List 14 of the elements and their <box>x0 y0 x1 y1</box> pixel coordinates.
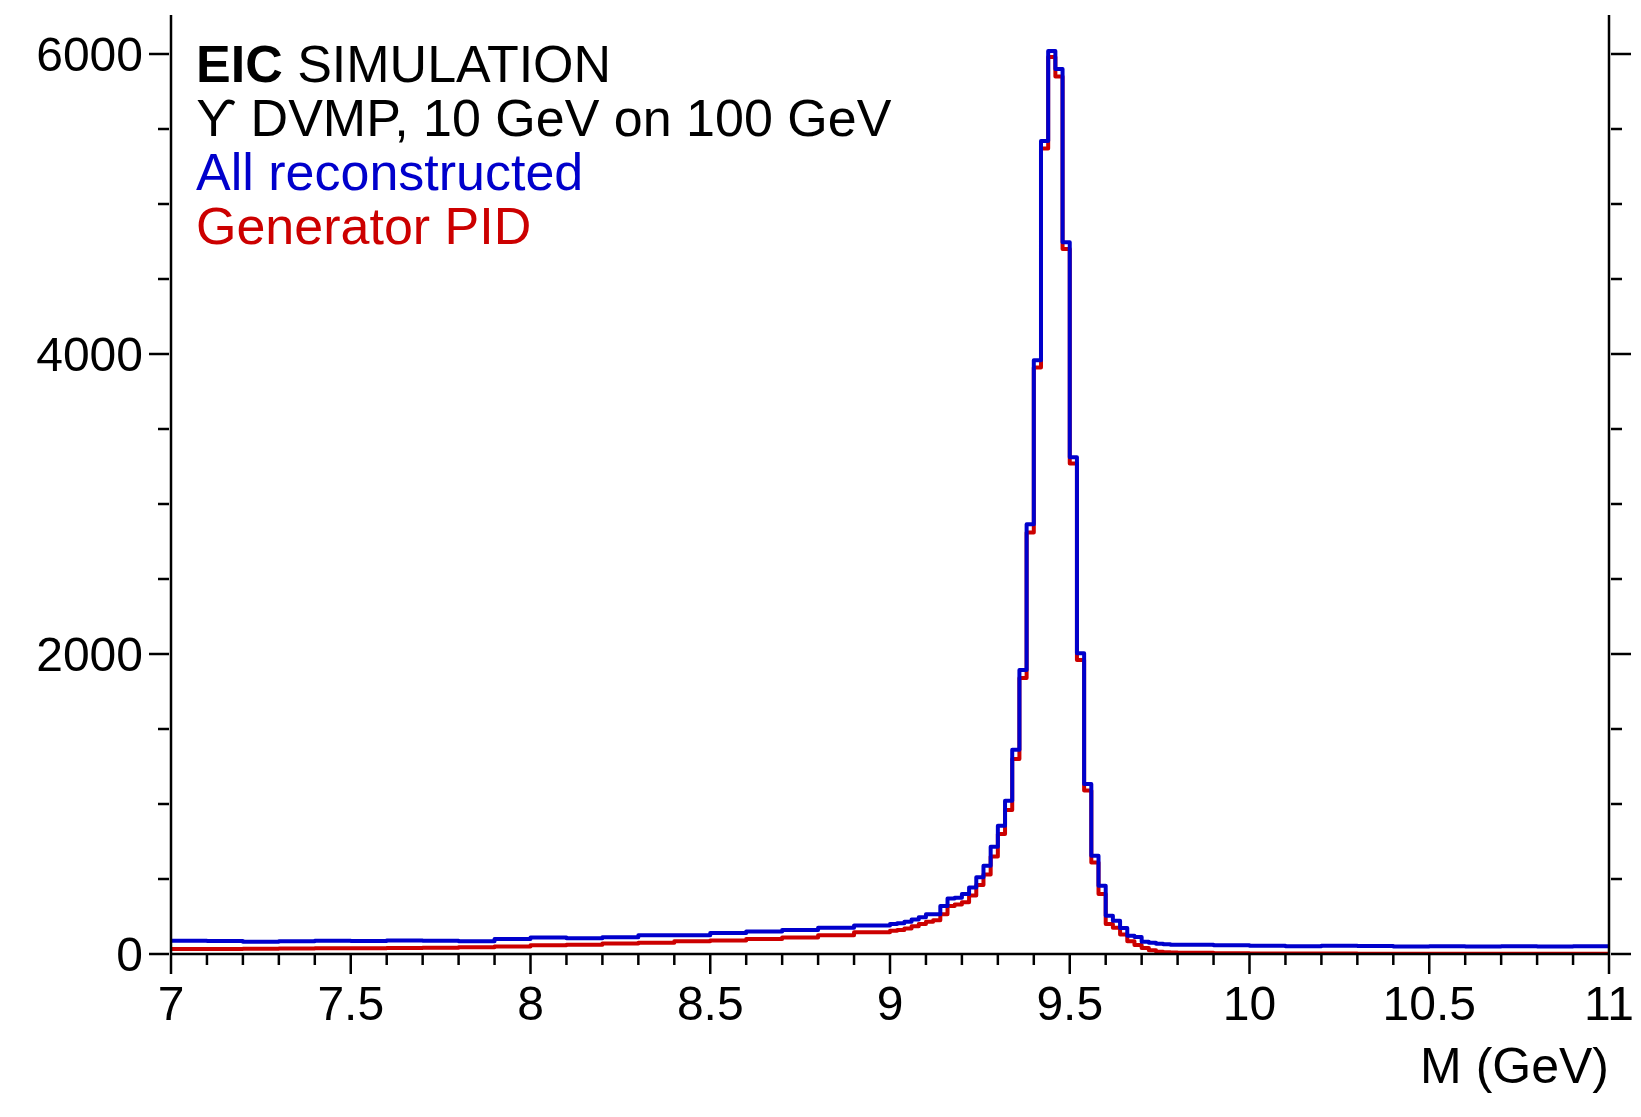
x-tick-label: 10.5 <box>1382 977 1476 1030</box>
y-tick-label: 6000 <box>36 28 143 81</box>
x-tick-label: 9 <box>876 977 904 1030</box>
x-tick-label: 8 <box>517 977 544 1030</box>
x-tick-label: 11 <box>1584 977 1634 1030</box>
x-tick-label: 9.5 <box>1036 977 1104 1030</box>
y-tick-label: 4000 <box>36 328 143 381</box>
x-tick-label: 10 <box>1222 977 1277 1030</box>
x-tick-label: 8.5 <box>676 977 744 1030</box>
y-tick-label: 0 <box>116 928 143 981</box>
x-tick-label: 7 <box>157 977 185 1030</box>
y-tick-label: 2000 <box>36 628 143 681</box>
x-tick-label: 7.5 <box>317 977 385 1030</box>
x-axis-title: M (GeV) <box>1420 1037 1609 1095</box>
